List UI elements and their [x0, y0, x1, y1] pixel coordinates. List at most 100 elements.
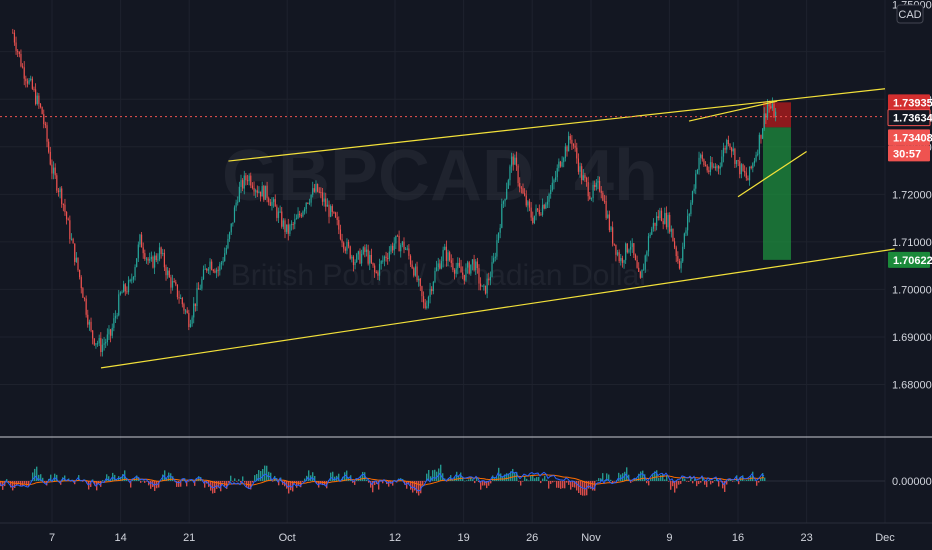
candle-body: [649, 234, 651, 237]
candle-body: [266, 185, 268, 199]
macd-histogram-bar: [754, 480, 756, 482]
macd-histogram-bar: [416, 481, 418, 494]
candle-body: [287, 224, 289, 234]
candle-body: [561, 162, 563, 167]
macd-histogram-bar: [654, 471, 656, 481]
trendline[interactable]: [228, 88, 886, 162]
time-tick-label: 19: [457, 532, 469, 544]
candle-body: [253, 187, 255, 192]
macd-histogram-bar: [420, 481, 422, 494]
candle-body: [414, 266, 417, 276]
candle-body: [691, 191, 694, 203]
candle-body: [739, 161, 741, 175]
time-tick-label: 14: [114, 532, 126, 544]
currency-button[interactable]: CAD: [896, 4, 924, 24]
candle-body: [307, 202, 309, 204]
candle-body: [600, 190, 602, 193]
macd-histogram-bar: [576, 481, 578, 491]
candle-body: [357, 251, 359, 255]
macd-histogram-bar: [240, 481, 242, 483]
candle-body: [403, 241, 405, 250]
candle-body: [220, 262, 223, 265]
position-zones[interactable]: [763, 102, 791, 260]
candle-body: [499, 227, 501, 233]
macd-histogram-bar: [382, 481, 384, 484]
macd-histogram-bar: [428, 469, 430, 481]
candle-body: [742, 164, 744, 171]
trendline[interactable]: [100, 248, 895, 369]
candle-body: [180, 297, 182, 299]
candle-body: [199, 288, 201, 290]
candle-body: [79, 269, 81, 278]
macd-histogram-bar: [620, 474, 622, 481]
candle-body: [271, 201, 273, 206]
macd-histogram-bar: [578, 481, 580, 494]
candle-body: [49, 151, 51, 165]
candle-body: [51, 164, 53, 174]
candle-body: [12, 32, 14, 34]
candle-body: [706, 165, 708, 171]
trendline[interactable]: [688, 100, 778, 122]
macd-histogram-bar: [470, 478, 472, 481]
candle-body: [620, 258, 622, 262]
candle-body: [83, 297, 86, 299]
macd-histogram-bar: [724, 481, 726, 492]
macd-histogram-bar: [238, 479, 240, 481]
candle-body: [132, 277, 135, 280]
macd-histogram-bar: [54, 473, 56, 481]
candle-body: [488, 278, 490, 281]
macd-histogram-bar: [102, 480, 104, 481]
macd-histogram-bar: [658, 478, 660, 481]
candle-body: [735, 160, 738, 164]
candle-body: [370, 254, 372, 263]
candle-body: [336, 217, 338, 220]
price-tick-label: 1.68000: [892, 380, 932, 392]
candle-body: [572, 143, 575, 146]
candle-body: [181, 297, 183, 305]
candle-body: [597, 180, 599, 183]
candle-body: [305, 202, 307, 210]
candle-body: [436, 267, 438, 271]
candle-body: [393, 243, 395, 251]
macd-histogram-bar: [468, 479, 470, 481]
candle-body: [745, 172, 747, 179]
macd-histogram-bar: [38, 474, 40, 481]
price-tag-text: 1.73935: [893, 97, 932, 109]
macd-histogram-bar: [266, 465, 268, 481]
macd-histogram-bar: [496, 476, 498, 481]
candle-body: [242, 180, 244, 189]
candle-body: [737, 160, 739, 162]
macd-histogram-bar: [28, 481, 30, 487]
macd-histogram-bar: [306, 475, 308, 481]
candle-body: [554, 177, 557, 180]
time-axis[interactable]: 7 14 21 Oct 12 19 26 Nov 9 16 23 Dec: [49, 532, 895, 544]
candle-body: [256, 190, 258, 193]
candle-body: [623, 260, 625, 263]
macd-histogram-bar: [488, 481, 490, 486]
trendline[interactable]: [737, 151, 807, 198]
candle-body: [273, 199, 275, 202]
macd-histogram-bar: [452, 479, 454, 481]
macd-histogram-bar: [598, 478, 600, 481]
trendlines-layer[interactable]: [100, 88, 895, 369]
candle-body: [219, 264, 221, 271]
candle-body: [140, 234, 143, 248]
candle-body: [589, 196, 591, 200]
macd-histogram-bar: [108, 476, 110, 481]
macd-histogram-bar: [34, 468, 36, 481]
candle-body: [351, 256, 353, 259]
candle-body: [338, 219, 340, 230]
price-tag-target-price: [888, 251, 930, 268]
take-profit-zone[interactable]: [763, 127, 791, 260]
candle-body: [553, 179, 555, 183]
candle-body: [744, 170, 746, 173]
candle-body: [762, 128, 764, 139]
macd-histogram-bar: [648, 481, 650, 486]
candle-body: [391, 245, 394, 251]
candle-body: [768, 104, 770, 107]
candle-body: [757, 153, 759, 155]
candle-body: [594, 184, 596, 187]
candle-body: [150, 256, 152, 260]
candle-body: [683, 233, 685, 247]
